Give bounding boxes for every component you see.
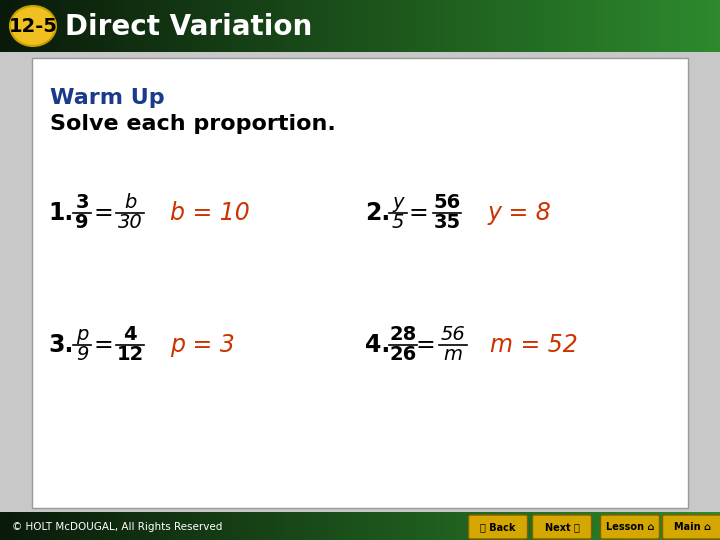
FancyBboxPatch shape bbox=[662, 515, 720, 539]
Text: 9: 9 bbox=[76, 213, 89, 233]
Text: 12-5: 12-5 bbox=[9, 17, 58, 36]
Text: =: = bbox=[93, 201, 113, 225]
Text: 30: 30 bbox=[117, 213, 143, 233]
Ellipse shape bbox=[10, 6, 56, 46]
Text: 26: 26 bbox=[390, 346, 417, 365]
Text: © HOLT McDOUGAL, All Rights Reserved: © HOLT McDOUGAL, All Rights Reserved bbox=[12, 522, 222, 532]
Text: 35: 35 bbox=[433, 213, 461, 233]
Text: =: = bbox=[415, 333, 435, 357]
FancyBboxPatch shape bbox=[533, 515, 592, 539]
Text: 4.: 4. bbox=[365, 333, 390, 357]
Text: b: b bbox=[124, 193, 136, 213]
Text: 9: 9 bbox=[76, 346, 88, 365]
FancyBboxPatch shape bbox=[469, 515, 528, 539]
Text: 3: 3 bbox=[76, 193, 89, 213]
Text: 56: 56 bbox=[441, 326, 465, 345]
Text: =: = bbox=[93, 333, 113, 357]
Text: Solve each proportion.: Solve each proportion. bbox=[50, 114, 336, 134]
Text: 1.: 1. bbox=[48, 201, 73, 225]
FancyBboxPatch shape bbox=[600, 515, 660, 539]
Text: 3.: 3. bbox=[48, 333, 73, 357]
Text: y: y bbox=[392, 193, 404, 213]
Text: m: m bbox=[444, 346, 462, 365]
Text: =: = bbox=[408, 201, 428, 225]
Text: 〈 Back: 〈 Back bbox=[480, 522, 516, 532]
Text: 2.: 2. bbox=[365, 201, 390, 225]
Text: 56: 56 bbox=[433, 193, 461, 213]
FancyBboxPatch shape bbox=[32, 58, 688, 508]
Text: y = 8: y = 8 bbox=[488, 201, 552, 225]
Text: p: p bbox=[76, 326, 88, 345]
Text: Lesson ⌂: Lesson ⌂ bbox=[606, 522, 654, 532]
Text: Next 〉: Next 〉 bbox=[544, 522, 580, 532]
Text: Main ⌂: Main ⌂ bbox=[673, 522, 711, 532]
Text: 5: 5 bbox=[392, 213, 404, 233]
Text: 12: 12 bbox=[117, 346, 143, 365]
Text: 4: 4 bbox=[123, 326, 137, 345]
Text: Warm Up: Warm Up bbox=[50, 88, 165, 108]
Text: p = 3: p = 3 bbox=[170, 333, 235, 357]
Text: Direct Variation: Direct Variation bbox=[65, 13, 312, 41]
Text: b = 10: b = 10 bbox=[170, 201, 250, 225]
Text: 28: 28 bbox=[390, 326, 417, 345]
Text: m = 52: m = 52 bbox=[490, 333, 577, 357]
